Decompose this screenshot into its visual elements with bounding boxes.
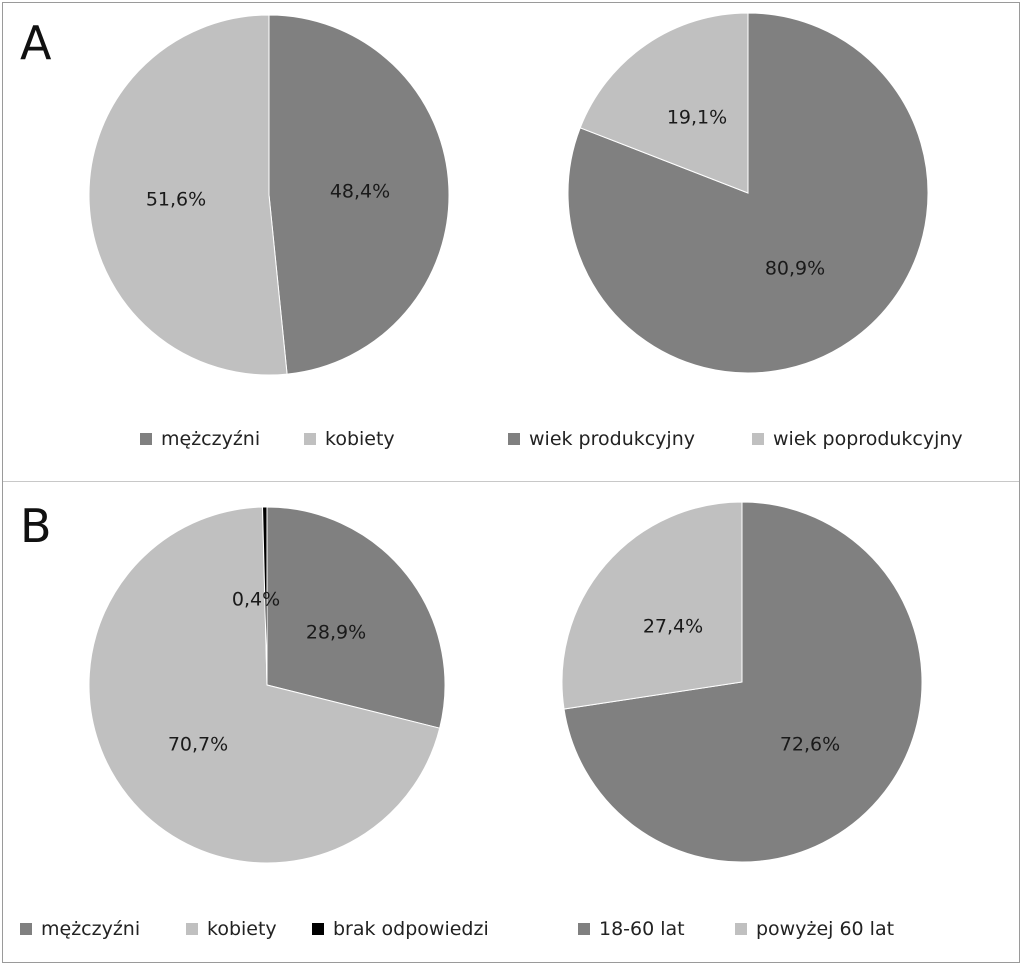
pie-slice-wiek-poprodukcyjny [579, 12, 749, 194]
panel-divider [3, 481, 1019, 482]
data-label: 0,4% [232, 589, 280, 611]
data-label: 48,4% [330, 181, 390, 203]
legend-label: wiek poprodukcyjny [773, 428, 963, 450]
legend-swatch [304, 433, 316, 445]
legend-label: wiek produkcyjny [529, 428, 695, 450]
legend-swatch [752, 433, 764, 445]
data-label: 28,9% [306, 622, 366, 644]
legend-label: mężczyźni [161, 428, 261, 450]
legend-item: wiek produkcyjny [508, 428, 695, 450]
legend-label: mężczyźni [41, 918, 141, 940]
legend-label: brak odpowiedzi [333, 918, 489, 940]
data-label: 70,7% [168, 734, 228, 756]
panel-letter-a: A [20, 16, 52, 70]
pie-slice-powyżej-60-lat [561, 501, 743, 710]
legend-label: kobiety [325, 428, 395, 450]
pie-slice-mężczyźni [268, 14, 450, 375]
legend-swatch [20, 923, 32, 935]
pie-slice-brak-odpowiedzi [262, 506, 268, 686]
data-label: 51,6% [146, 189, 206, 211]
legend-item: kobiety [304, 428, 395, 450]
legend-item: wiek poprodukcyjny [752, 428, 963, 450]
legend-label: kobiety [207, 918, 277, 940]
legend-item: kobiety [186, 918, 277, 940]
pie-slice-kobiety [88, 506, 441, 864]
pie-chart-age-b: 72,6% 27,4% [561, 501, 923, 863]
data-label: 72,6% [780, 734, 840, 756]
pie-chart-age-a: 80,9% 19,1% [567, 12, 929, 374]
legend-label: 18-60 lat [599, 918, 685, 940]
legend-label: powyżej 60 lat [756, 918, 895, 940]
pie-slice-kobiety [88, 14, 288, 376]
pie-slice-mężczyźni [266, 506, 446, 729]
panel-letter-b: B [20, 499, 52, 553]
pie-chart-sex-a: 48,4% 51,6% [88, 14, 450, 376]
legend-item: mężczyźni [20, 918, 140, 940]
legend-swatch [140, 433, 152, 445]
legend-swatch [735, 923, 747, 935]
legend-item: mężczyźni [140, 428, 260, 450]
pie-slice-18-60-lat [563, 501, 923, 863]
pie-chart-sex-b: 28,9% 70,7% 0,4% [88, 506, 446, 864]
data-label: 19,1% [667, 107, 727, 129]
pie-slice-wiek-produkcyjny [567, 12, 929, 374]
data-label: 27,4% [643, 616, 703, 638]
legend-swatch [186, 923, 198, 935]
legend-swatch [578, 923, 590, 935]
legend-item: powyżej 60 lat [735, 918, 894, 940]
data-label: 80,9% [765, 258, 825, 280]
legend-item: 18-60 lat [578, 918, 685, 940]
legend-swatch [312, 923, 324, 935]
legend-swatch [508, 433, 520, 445]
legend-item: brak odpowiedzi [312, 918, 489, 940]
